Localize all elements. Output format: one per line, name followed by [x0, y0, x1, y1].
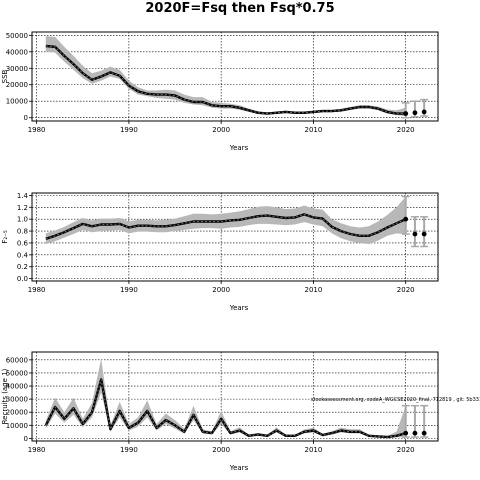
y-tick-label: 0.6	[17, 239, 29, 247]
y-tick-label: 0.4	[17, 251, 29, 259]
y-tick-label: 20000	[6, 81, 28, 89]
source-annotation: stockassessment.org, codeA_WGCSE2020_fin…	[311, 397, 480, 403]
projection-point	[412, 231, 418, 237]
plot-frame	[31, 351, 439, 442]
figure-title: 2020F=Fsq then Fsq*0.75	[145, 1, 334, 16]
plot-frame	[31, 31, 439, 122]
fishing-mortality-panel: 1980 1990 2000 2010 2020 0.0 0.2 0.4 0.6 0.8 1.0 1.…	[1, 192, 439, 312]
x-tick-label: 2000	[212, 446, 230, 454]
plot-frame	[31, 192, 439, 282]
projection-point	[421, 231, 427, 237]
y-tick-label: 1.2	[17, 204, 28, 212]
y-tick-label: 40000	[6, 48, 28, 56]
projection-point	[421, 109, 427, 115]
y-tick-label: 1.0	[17, 216, 28, 224]
median-line-pattern	[45, 213, 406, 240]
y-tick-label: 40000	[6, 383, 28, 391]
y-tick-label: 0.0	[17, 275, 28, 283]
y-tick-label: 0	[24, 114, 28, 122]
x-tick-label: 2010	[305, 126, 323, 134]
x-tick-label: 1980	[28, 126, 46, 134]
projection-point	[403, 430, 409, 436]
x-tick-label: 1980	[28, 446, 46, 454]
y-axis-label: F₂₋₅	[1, 230, 9, 244]
y-tick-label: 10000	[6, 98, 28, 106]
projection-point	[403, 111, 409, 116]
projection-point	[412, 430, 418, 436]
x-tick-label: 2000	[212, 286, 230, 294]
x-axis-label: Years	[229, 144, 249, 152]
y-tick-label: 0.2	[17, 263, 28, 271]
projection-point	[403, 216, 409, 222]
y-tick-label: 10000	[6, 422, 28, 430]
median-line-pattern	[45, 45, 406, 115]
recruitment-panel: 1980 1990 2000 2010 2020 0 10000 20000 30000 4000…	[1, 351, 480, 472]
x-tick-label: 1990	[120, 446, 138, 454]
y-tick-label: 30000	[6, 65, 28, 73]
x-tick-label: 1980	[28, 286, 46, 294]
y-tick-label: 50000	[6, 369, 28, 377]
x-axis-label: Years	[229, 304, 249, 312]
x-tick-label: 2010	[305, 286, 323, 294]
y-tick-label: 20000	[6, 409, 28, 417]
x-tick-label: 2020	[397, 286, 415, 294]
median-line-pattern	[45, 379, 406, 438]
x-tick-label: 1990	[120, 286, 138, 294]
y-tick-label: 30000	[6, 396, 28, 404]
ssb-panel: 1980 1990 2000 2010 2020 0 10000 20000 30000 4000…	[1, 31, 439, 152]
y-axis-label: Recruits (age 1)	[1, 368, 9, 424]
projection-point	[421, 430, 427, 436]
y-axis-label: SSB	[1, 69, 9, 83]
y-tick-label: 60000	[6, 356, 28, 364]
y-tick-label: 0.8	[17, 228, 28, 236]
x-axis-label: Years	[229, 464, 249, 472]
projection-point	[412, 110, 418, 116]
x-tick-label: 2000	[212, 126, 230, 134]
x-tick-label: 2020	[397, 126, 415, 134]
confidence-band	[45, 358, 406, 438]
x-tick-label: 2010	[305, 446, 323, 454]
y-tick-label: 50000	[6, 32, 28, 40]
y-tick-label: 0	[24, 435, 28, 443]
x-tick-label: 1990	[120, 126, 138, 134]
x-tick-label: 2020	[397, 446, 415, 454]
y-tick-label: 1.4	[17, 192, 29, 200]
